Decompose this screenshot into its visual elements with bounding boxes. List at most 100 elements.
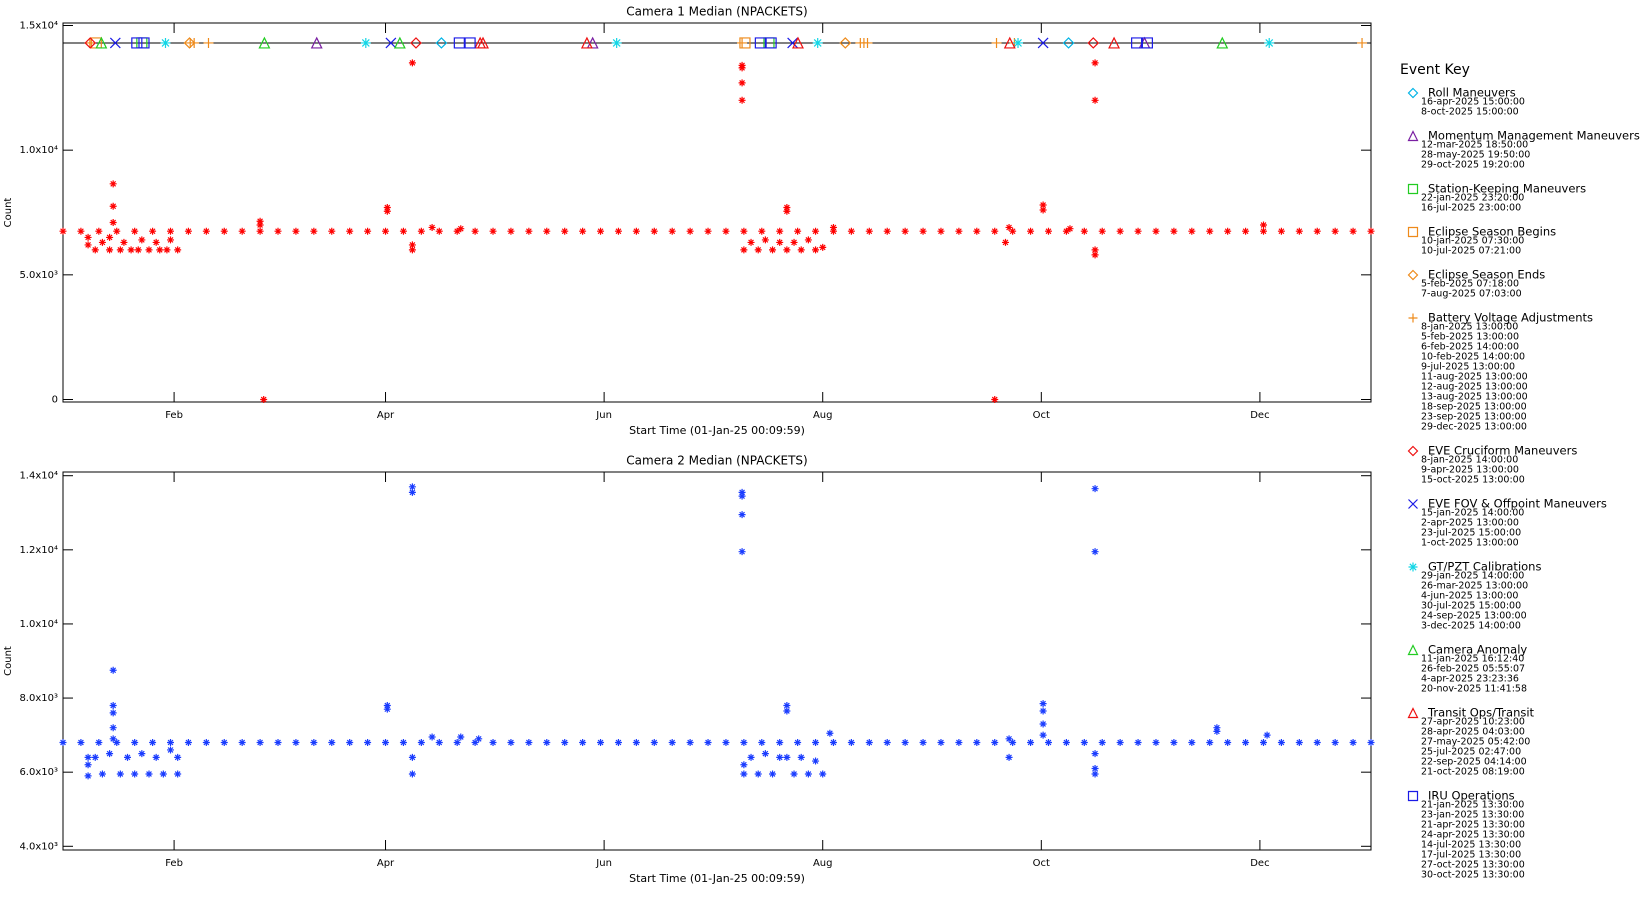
data-point bbox=[1134, 739, 1142, 747]
data-point bbox=[457, 733, 465, 741]
data-point bbox=[776, 227, 784, 235]
data-point bbox=[1331, 227, 1339, 235]
legend-date: 21-jan-2025 13:30:00 bbox=[1421, 800, 1524, 811]
event-marker bbox=[435, 37, 448, 49]
data-point bbox=[525, 739, 533, 747]
event-marker bbox=[1264, 37, 1275, 48]
data-point bbox=[991, 227, 999, 235]
legend-date: 8-jan-2025 13:00:00 bbox=[1421, 322, 1518, 333]
data-point bbox=[722, 227, 730, 235]
event-marker bbox=[754, 37, 766, 49]
data-point bbox=[453, 739, 461, 747]
event-marker bbox=[611, 37, 622, 48]
data-point bbox=[829, 739, 837, 747]
y-tick-label: 8.0x10³ bbox=[19, 693, 58, 704]
data-point bbox=[382, 227, 390, 235]
y-tick-label: 1.5x10⁴ bbox=[19, 20, 58, 31]
data-point bbox=[77, 227, 85, 235]
data-point bbox=[507, 739, 515, 747]
x-tick-label: Feb bbox=[165, 858, 183, 869]
event-marker bbox=[84, 37, 95, 48]
data-point bbox=[579, 739, 587, 747]
legend-date: 18-sep-2025 13:00:00 bbox=[1421, 402, 1527, 413]
legend-label: IRU Operations bbox=[1428, 789, 1515, 803]
data-point bbox=[901, 227, 909, 235]
data-point bbox=[256, 227, 264, 235]
data-point bbox=[113, 739, 121, 747]
data-point bbox=[1206, 227, 1214, 235]
legend-date: 10-jul-2025 07:21:00 bbox=[1421, 246, 1521, 257]
data-point bbox=[174, 753, 182, 761]
data-point bbox=[1213, 724, 1221, 732]
y-tick-label: 0 bbox=[52, 395, 58, 406]
data-point bbox=[1039, 700, 1047, 708]
legend-date: 23-jan-2025 13:30:00 bbox=[1421, 810, 1524, 821]
data-point bbox=[829, 227, 837, 235]
data-point bbox=[120, 238, 128, 246]
legend-symbol bbox=[1408, 562, 1418, 572]
legend-title: Event Key bbox=[1400, 62, 1470, 78]
data-point bbox=[865, 739, 873, 747]
y-tick-label: 4.0x10³ bbox=[19, 841, 58, 852]
x-tick-label: Jun bbox=[595, 858, 612, 869]
data-point bbox=[274, 739, 282, 747]
data-point bbox=[256, 217, 264, 225]
data-point bbox=[804, 236, 812, 244]
data-point bbox=[1005, 753, 1013, 761]
data-point bbox=[428, 733, 436, 741]
data-point bbox=[1091, 770, 1099, 778]
data-point bbox=[1005, 223, 1013, 231]
data-point bbox=[471, 739, 479, 747]
data-point bbox=[152, 238, 160, 246]
data-point bbox=[1091, 485, 1099, 493]
data-point bbox=[1062, 739, 1070, 747]
data-point bbox=[453, 227, 461, 235]
data-point bbox=[525, 227, 533, 235]
data-point bbox=[797, 753, 805, 761]
data-point bbox=[399, 227, 407, 235]
legend-date: 4-jun-2025 13:00:00 bbox=[1421, 591, 1518, 602]
data-point bbox=[408, 483, 416, 491]
data-point bbox=[364, 227, 372, 235]
data-point bbox=[738, 79, 746, 87]
data-point bbox=[202, 227, 210, 235]
data-point bbox=[95, 739, 103, 747]
event-marker bbox=[737, 37, 748, 48]
data-point bbox=[138, 236, 146, 244]
data-point bbox=[435, 227, 443, 235]
legend-date: 25-jul-2025 02:47:00 bbox=[1421, 747, 1521, 758]
data-point bbox=[109, 724, 117, 732]
data-point bbox=[98, 238, 106, 246]
data-point bbox=[91, 246, 99, 254]
data-point bbox=[1259, 739, 1267, 747]
data-point bbox=[776, 739, 784, 747]
data-point bbox=[109, 202, 117, 210]
data-point bbox=[174, 770, 182, 778]
data-point bbox=[761, 750, 769, 758]
legend-date: 12-mar-2025 18:50:00 bbox=[1421, 140, 1528, 151]
data-point bbox=[184, 227, 192, 235]
data-point bbox=[776, 238, 784, 246]
data-point bbox=[489, 739, 497, 747]
x-tick-label: Dec bbox=[1250, 410, 1269, 421]
data-point bbox=[738, 511, 746, 519]
data-point bbox=[131, 770, 139, 778]
event-marker bbox=[586, 36, 599, 49]
data-point bbox=[1098, 227, 1106, 235]
data-point bbox=[812, 227, 820, 235]
data-point bbox=[1116, 739, 1124, 747]
event-marker bbox=[765, 37, 777, 49]
legend-label: Roll Maneuvers bbox=[1428, 86, 1516, 100]
data-point bbox=[1277, 739, 1285, 747]
legend-label: Camera Anomaly bbox=[1428, 643, 1527, 657]
data-point bbox=[274, 227, 282, 235]
data-point bbox=[292, 227, 300, 235]
data-point bbox=[819, 770, 827, 778]
event-marker bbox=[839, 37, 852, 49]
data-point bbox=[543, 739, 551, 747]
legend-date: 11-jan-2025 16:12:40 bbox=[1421, 654, 1524, 665]
data-point bbox=[1039, 201, 1047, 209]
data-point bbox=[704, 739, 712, 747]
data-point bbox=[152, 753, 160, 761]
event-marker bbox=[1062, 37, 1075, 49]
